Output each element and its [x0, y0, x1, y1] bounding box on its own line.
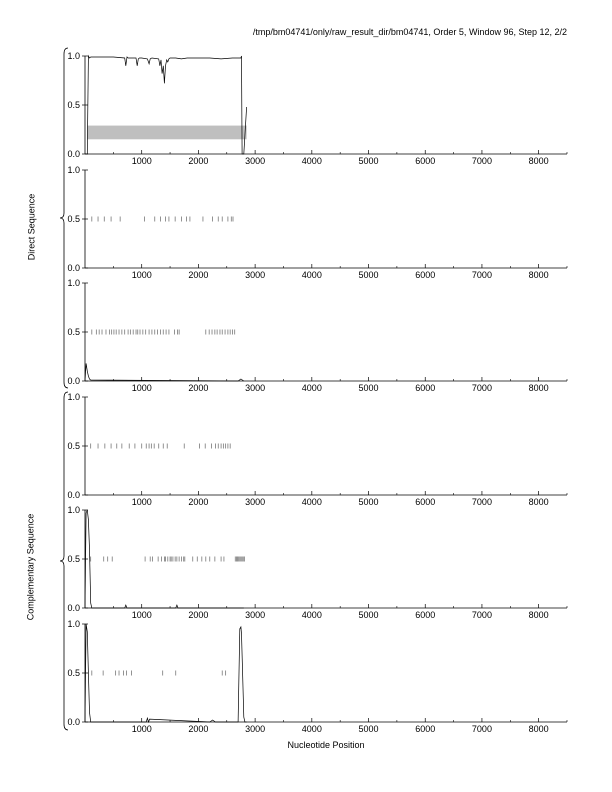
panel-2-y-tick-label: 0.5 [67, 214, 80, 224]
panel-4-y-tick-label: 0.5 [67, 441, 80, 451]
panel-2-y-tick-label: 1.0 [67, 165, 80, 175]
panel-1-y-tick-label: 0.5 [67, 100, 80, 110]
x-axis-label: Nucleotide Position [287, 740, 365, 750]
panel-3-series-line [84, 363, 244, 382]
panel-5-x-tick-label: 3000 [245, 610, 265, 620]
panel-3-x-tick-label: 2000 [188, 383, 208, 393]
panel-2-x-tick-label: 3000 [245, 270, 265, 280]
panel-5-x-tick-label: 5000 [359, 610, 379, 620]
panel-6-x-tick-label: 3000 [245, 724, 265, 734]
panel-1-x-tick-label: 4000 [302, 156, 322, 166]
panel-5-x-tick-label: 4000 [302, 610, 322, 620]
panel-1-x-tick-label: 2000 [188, 156, 208, 166]
panel-3-y-tick-label: 0.5 [67, 327, 80, 337]
panel-1-x-tick-label: 7000 [472, 156, 492, 166]
panel-2-x-tick-label: 7000 [472, 270, 492, 280]
panel-4-x-tick-label: 8000 [529, 497, 549, 507]
panel-3-y-tick-label: 1.0 [67, 278, 80, 288]
panel-5-x-tick-label: 8000 [529, 610, 549, 620]
group-label-direct: Direct Sequence [26, 193, 37, 261]
panel-5-x-tick-label: 7000 [472, 610, 492, 620]
panel-4-x-tick-label: 1000 [132, 497, 152, 507]
panel-2-x-tick-label: 6000 [415, 270, 435, 280]
panel-2-x-tick-label: 5000 [359, 270, 379, 280]
panel-4-y-tick-label: 1.0 [67, 392, 80, 402]
panel-1-band [87, 125, 247, 140]
panel-4-x-tick-label: 5000 [359, 497, 379, 507]
panel-6-x-tick-label: 6000 [415, 724, 435, 734]
panel-5-x-tick-label: 2000 [188, 610, 208, 620]
panel-3-x-tick-label: 5000 [359, 383, 379, 393]
panel-1-y-tick-label: 0.0 [67, 149, 80, 159]
panel-1-x-tick-label: 1000 [132, 156, 152, 166]
panel-1-x-tick-label: 3000 [245, 156, 265, 166]
panel-2-x-tick-label: 4000 [302, 270, 322, 280]
panel-4-x-tick-label: 3000 [245, 497, 265, 507]
panel-3-x-tick-label: 7000 [472, 383, 492, 393]
panel-2-x-tick-label: 2000 [188, 270, 208, 280]
panel-1-series-line [85, 54, 247, 155]
panel-3-x-tick-label: 1000 [132, 383, 152, 393]
panel-5-x-tick-label: 6000 [415, 610, 435, 620]
panel-4-x-tick-label: 2000 [188, 497, 208, 507]
panel-2-x-tick-label: 1000 [132, 270, 152, 280]
panel-1-y-tick-label: 1.0 [67, 51, 80, 61]
panel-5-y-tick-label: 1.0 [67, 505, 80, 515]
panel-6-y-tick-label: 0.0 [67, 717, 80, 727]
panel-3-x-tick-label: 4000 [302, 383, 322, 393]
panel-4-x-tick-label: 6000 [415, 497, 435, 507]
panel-5-y-tick-label: 0.0 [67, 603, 80, 613]
panel-6-x-tick-label: 8000 [529, 724, 549, 734]
panel-4-y-tick-label: 0.0 [67, 490, 80, 500]
panel-6-y-tick-label: 1.0 [67, 619, 80, 629]
panel-1-x-tick-label: 6000 [415, 156, 435, 166]
panel-5-y-tick-label: 0.5 [67, 554, 80, 564]
brace-direct [59, 47, 69, 389]
panel-5-x-tick-label: 1000 [132, 610, 152, 620]
page-title: /tmp/bm04741/only/raw_result_dir/bm04741… [252, 27, 567, 37]
panel-4-x-tick-label: 7000 [472, 497, 492, 507]
group-label-complementary: Complementary Sequence [25, 513, 36, 621]
panel-1-x-tick-label: 5000 [359, 156, 379, 166]
panel-2-x-tick-label: 8000 [529, 270, 549, 280]
panel-6-x-tick-label: 7000 [472, 724, 492, 734]
panel-1-x-tick-label: 8000 [529, 156, 549, 166]
panel-6-x-tick-label: 4000 [302, 724, 322, 734]
panel-3-x-tick-label: 8000 [529, 383, 549, 393]
panel-4-x-tick-label: 4000 [302, 497, 322, 507]
panel-6-x-tick-label: 1000 [132, 724, 152, 734]
panel-3-x-tick-label: 6000 [415, 383, 435, 393]
panel-3-x-tick-label: 3000 [245, 383, 265, 393]
panel-6-y-tick-label: 0.5 [67, 668, 80, 678]
panel-2-y-tick-label: 0.0 [67, 263, 80, 273]
panel-6-x-tick-label: 2000 [188, 724, 208, 734]
brace-complementary [59, 391, 69, 731]
panel-6-x-tick-label: 5000 [359, 724, 379, 734]
panel-3-y-tick-label: 0.0 [67, 376, 80, 386]
